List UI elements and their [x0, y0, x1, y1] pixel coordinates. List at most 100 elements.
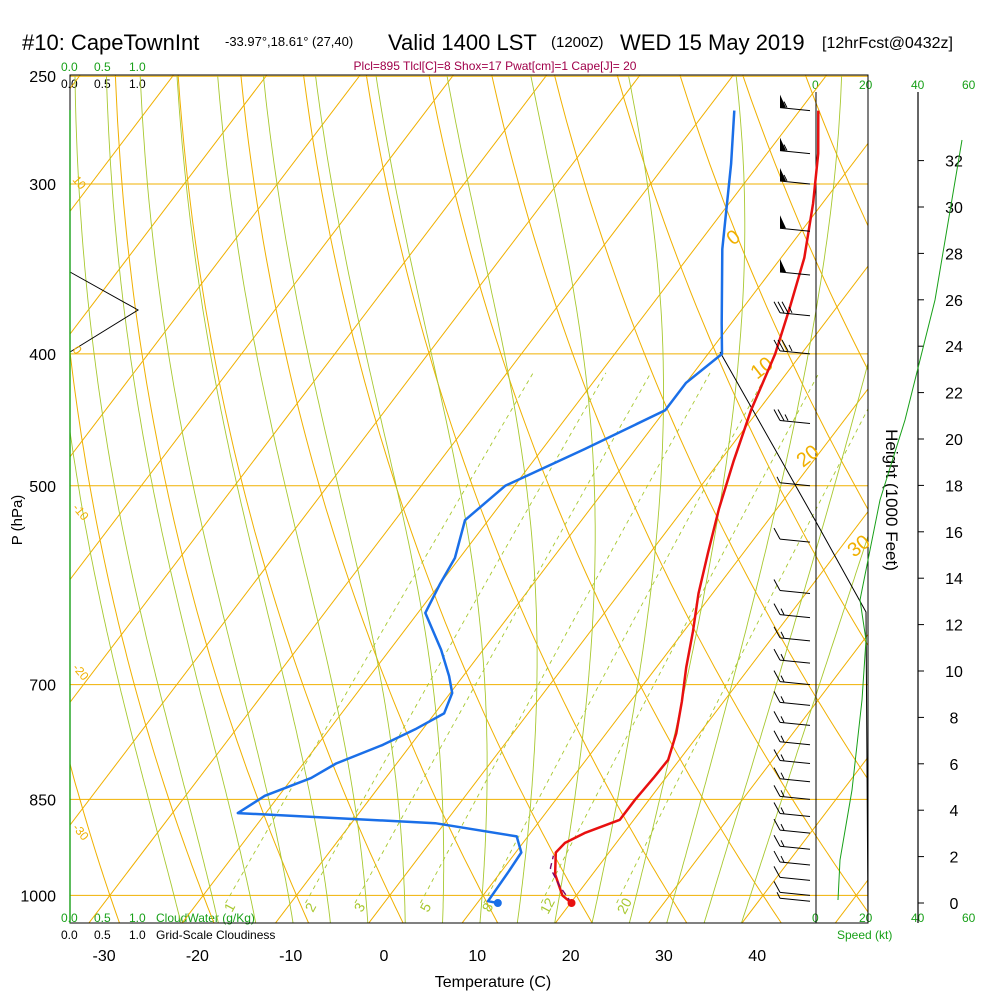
- wind-barb-half: [783, 101, 788, 108]
- wind-barb-full: [773, 802, 781, 814]
- pressure-tick-label: 400: [29, 347, 56, 364]
- wind-barb: [779, 94, 811, 112]
- wind-barb-shaft: [779, 812, 811, 817]
- wind-barb-half: [780, 716, 785, 723]
- wind-barb-half: [780, 754, 785, 761]
- height-tick-label: 20: [945, 432, 963, 449]
- isotherm-line: [554, 510, 868, 923]
- moist-adiabat: [666, 76, 843, 923]
- wind-barb-shaft: [779, 795, 811, 800]
- wind-barb-full: [773, 626, 781, 639]
- pressure-tick-label: 300: [29, 177, 56, 194]
- speed-bottom-60: 60: [962, 911, 976, 925]
- wind-barbs: [773, 94, 811, 902]
- dewpoint-line: [236, 110, 736, 905]
- wind-barb-shaft: [779, 420, 811, 425]
- wind-barb: [773, 785, 811, 800]
- speed-top-20: 20: [859, 78, 873, 92]
- height-tick-label: 4: [950, 803, 959, 820]
- moist-adiabat: [70, 428, 182, 923]
- pressure-tick-label: 850: [29, 792, 56, 809]
- speed-label: Speed (kt): [837, 928, 892, 942]
- isotherm-line: [648, 633, 868, 923]
- wind-barb-full: [773, 730, 781, 742]
- dry-adiabat: [0, 52, 25, 924]
- moist-adiabat: [446, 76, 538, 923]
- temperature-axis-label: Temperature (C): [435, 974, 551, 991]
- wind-barb-flag: [780, 94, 786, 108]
- wind-barb-shaft: [779, 845, 811, 850]
- isotherm-label: 30: [844, 531, 875, 562]
- isotherm-line: [274, 142, 868, 923]
- wind-barb: [779, 215, 811, 232]
- wind-barb-half: [783, 174, 788, 182]
- height-tick-label: 8: [950, 710, 959, 727]
- wind-barb-half: [780, 675, 785, 682]
- moist-adiabat: [139, 76, 294, 923]
- dry-adiabat: [70, 761, 121, 923]
- height-tick-label: 22: [945, 386, 963, 403]
- cloudiness-bottom-0: 0.0: [61, 928, 78, 942]
- cloudiness-profile: [69, 271, 139, 353]
- moist-adiabat: [176, 76, 331, 923]
- isotherm-line: [70, 75, 641, 826]
- wind-barb: [773, 749, 811, 765]
- wind-barb-half: [780, 807, 785, 814]
- moist-adiabat: [74, 76, 219, 923]
- dry-adiabat: [867, 75, 868, 77]
- wind-barb: [773, 711, 811, 726]
- wind-barb: [773, 881, 811, 896]
- wind-barb-full: [781, 339, 789, 352]
- wind-barb-half: [788, 344, 793, 352]
- wind-barb-full: [777, 339, 785, 352]
- plot-frame: [69, 74, 919, 924]
- wind-barb: [773, 579, 811, 595]
- wind-barb-half: [776, 476, 781, 484]
- cloudwater-bottom-1: 0.5: [94, 911, 111, 925]
- wind-barb-shaft: [779, 350, 811, 355]
- height-tick-label: 12: [945, 618, 963, 635]
- moist-adiabat: [315, 76, 445, 923]
- moist-adiabat: [628, 76, 746, 923]
- wind-barb-shaft: [779, 760, 811, 765]
- wind-barb-flag: [780, 259, 786, 273]
- cloudwater-top-1: 0.5: [94, 60, 111, 74]
- wind-barb: [779, 137, 811, 155]
- wind-barb-half: [780, 608, 785, 615]
- speed-top-60: 60: [962, 78, 976, 92]
- wind-barb-full: [773, 670, 781, 682]
- tropopause-profile-line: [719, 351, 869, 924]
- wind-barb: [773, 339, 811, 355]
- cloudiness-bottom-1: 0.5: [94, 928, 111, 942]
- wind-barb-full: [773, 579, 781, 591]
- cloudwater-top-2: 1.0: [129, 60, 146, 74]
- dry-adiabat: [365, 75, 688, 923]
- wind-barb-shaft: [779, 681, 811, 686]
- cloudiness-label: Grid-Scale Cloudiness: [156, 928, 275, 942]
- speed-top-40: 40: [911, 78, 925, 92]
- cloudiness-top-2: 1.0: [129, 77, 146, 91]
- temperature-tick-label: -10: [279, 948, 302, 965]
- utc-time: (1200Z): [551, 34, 604, 51]
- valid-time: Valid 1400 LST: [388, 30, 537, 55]
- station-coords: -33.97°,18.61° (27,40): [225, 34, 353, 49]
- height-tick-label: 26: [945, 293, 963, 310]
- isotherm-line: [70, 75, 548, 704]
- wind-barb: [779, 259, 811, 276]
- station-title: #10: CapeTownInt: [22, 30, 199, 55]
- wind-barb-full: [773, 818, 781, 831]
- wind-barb-shaft: [779, 741, 811, 746]
- wind-barb-full: [773, 648, 781, 661]
- pressure-tick-label: 700: [29, 678, 56, 695]
- isotherm-line: [70, 75, 175, 213]
- pressure-tick-label: 500: [29, 479, 56, 496]
- dry-adiabat: [303, 75, 593, 923]
- wind-barb: [773, 648, 811, 664]
- dry-adiabat: [742, 75, 868, 371]
- surface-dewpoint-dot: [493, 899, 502, 907]
- dry-adiabat: [114, 75, 310, 923]
- height-tick-label: 30: [945, 200, 963, 217]
- mixing-ratio-line: [616, 407, 868, 904]
